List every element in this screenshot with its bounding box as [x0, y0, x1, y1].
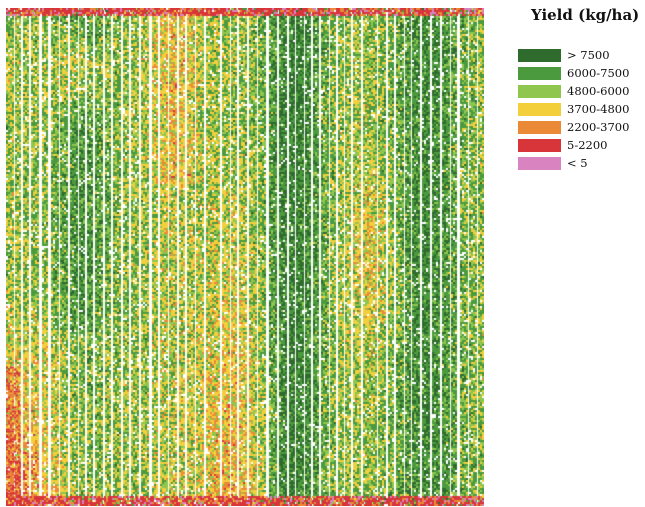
- yield-map-canvas: [6, 8, 484, 506]
- legend-label: 4800-6000: [567, 84, 630, 98]
- legend-swatch: [518, 66, 561, 80]
- legend-label: 5-2200: [567, 138, 608, 152]
- legend-swatch: [518, 138, 561, 152]
- legend-swatch: [518, 102, 561, 116]
- legend-label: 2200-3700: [567, 120, 630, 134]
- legend-item-class-2: 6000-7500: [518, 64, 640, 82]
- legend-item-class-6: 5-2200: [518, 136, 640, 154]
- legend-swatch: [518, 120, 561, 134]
- legend: Yield (kg/ha) > 7500 6000-7500 4800-6000…: [505, 4, 640, 172]
- legend-label: 6000-7500: [567, 66, 630, 80]
- legend-swatch: [518, 84, 561, 98]
- legend-item-class-5: 2200-3700: [518, 118, 640, 136]
- legend-swatch: [518, 48, 561, 62]
- legend-label: 3700-4800: [567, 102, 630, 116]
- legend-item-class-4: 3700-4800: [518, 100, 640, 118]
- legend-item-class-3: 4800-6000: [518, 82, 640, 100]
- legend-swatch: [518, 156, 561, 170]
- legend-label: < 5: [567, 156, 588, 170]
- yield-map: [6, 8, 484, 506]
- legend-list: > 7500 6000-7500 4800-6000 3700-4800 220…: [518, 46, 640, 172]
- legend-item-class-7: < 5: [518, 154, 640, 172]
- legend-title: Yield (kg/ha): [531, 6, 640, 24]
- legend-label: > 7500: [567, 48, 610, 62]
- legend-item-class-1: > 7500: [518, 46, 640, 64]
